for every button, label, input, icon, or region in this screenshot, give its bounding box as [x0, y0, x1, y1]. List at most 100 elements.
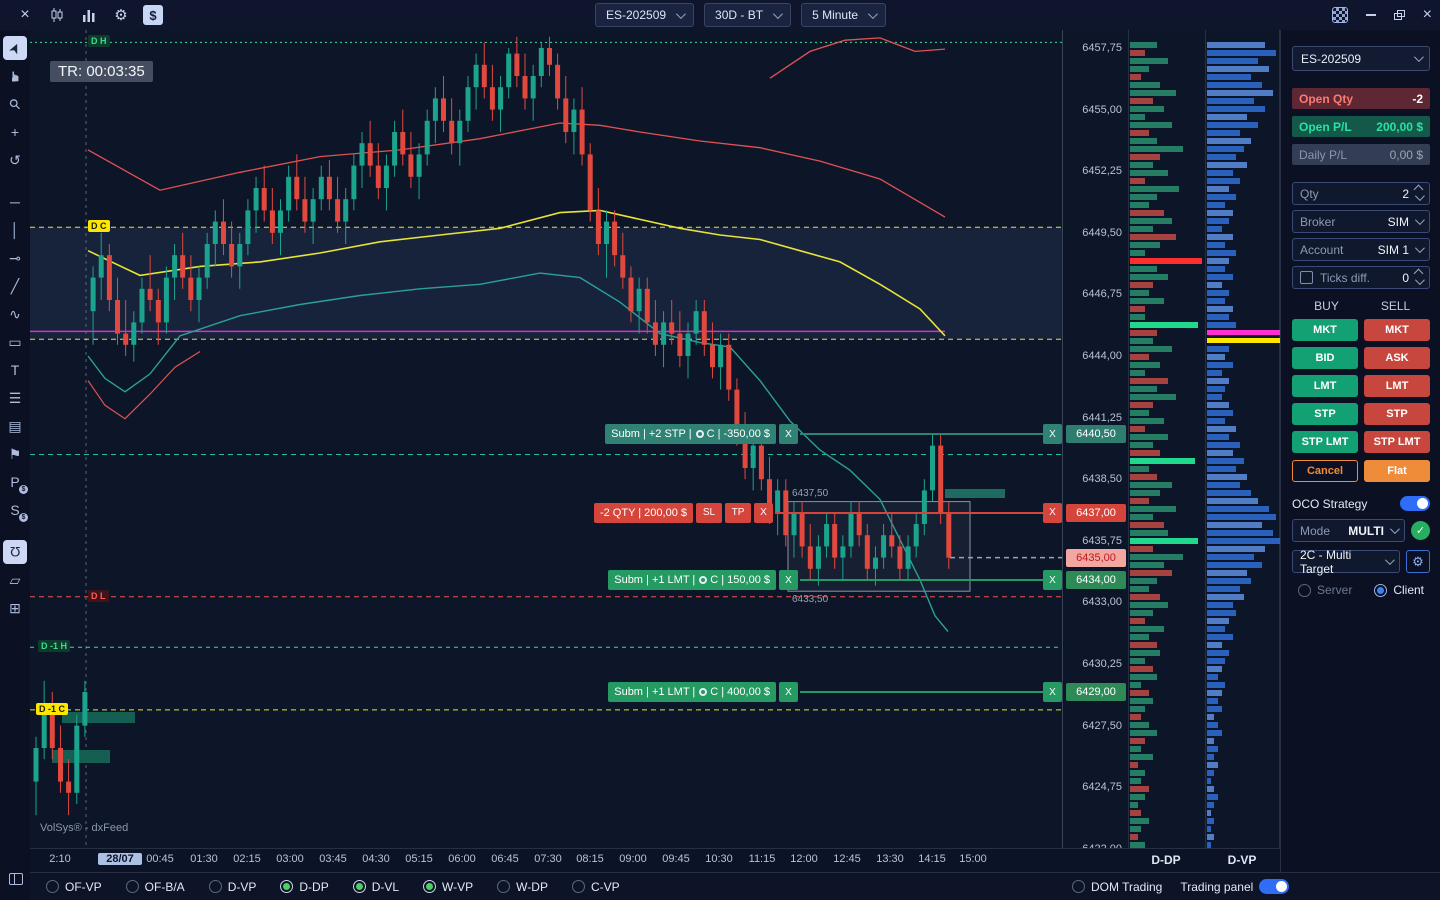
qty-field[interactable]: Qty 2 — [1292, 182, 1430, 205]
volume-bar — [1207, 202, 1226, 208]
zoom-icon[interactable]: ⚲ — [5, 94, 24, 113]
order-label[interactable]: Subm | +2 STP | C | -350,00 $ — [605, 424, 776, 445]
client-radio[interactable]: Client — [1374, 583, 1424, 597]
buy-lmt-button[interactable]: LMT — [1292, 375, 1358, 397]
restore-button[interactable] — [1393, 10, 1405, 20]
strategy-settings-gear-icon[interactable]: ⚙ — [1406, 550, 1430, 573]
layout-panels-icon[interactable] — [4, 867, 28, 891]
order-cancel-x-button[interactable]: X — [1043, 502, 1062, 523]
order-x-button[interactable]: X — [779, 682, 798, 702]
minimize-button[interactable] — [1365, 14, 1376, 16]
vertical-line-icon[interactable]: │ — [10, 222, 20, 238]
order-x-button[interactable]: X — [754, 502, 773, 523]
bar-chart-icon[interactable] — [76, 3, 102, 27]
mode-select[interactable]: Mode MULTI — [1292, 519, 1405, 542]
close-chart-icon[interactable]: × — [20, 6, 30, 23]
replay-icon[interactable]: ↺ — [9, 151, 21, 168]
broker-select[interactable]: Broker SIM — [1292, 210, 1430, 233]
volume-bar — [1207, 818, 1215, 824]
magnet-icon[interactable]: Ω — [3, 540, 27, 564]
sell-ask-button[interactable]: ASK — [1364, 347, 1430, 369]
dollar-trading-icon[interactable]: $ — [140, 3, 166, 27]
volume-bar — [1207, 418, 1226, 424]
rectangle-icon[interactable]: ▭ — [8, 333, 22, 350]
ray-icon[interactable]: ⊸ — [9, 249, 21, 266]
timeframe-dropdown[interactable]: 5 Minute — [801, 3, 887, 27]
ticks-diff-stepper[interactable] — [1413, 268, 1425, 286]
close-window-button[interactable]: × — [1422, 6, 1432, 23]
horizontal-line-icon[interactable]: ─ — [10, 194, 20, 210]
crosshair-icon[interactable]: + — [10, 124, 20, 140]
volume-bar — [1207, 778, 1211, 784]
oco-strategy-toggle[interactable] — [1400, 496, 1430, 511]
text-icon[interactable]: T — [10, 362, 20, 378]
sell-stp-lmt-button[interactable]: STP LMT — [1364, 431, 1430, 453]
qty-stepper[interactable] — [1413, 184, 1425, 202]
profile-radio-of-b-a[interactable]: OF-B/A — [125, 880, 185, 894]
sell-lmt-button[interactable]: LMT — [1364, 375, 1430, 397]
stats-money-icon[interactable]: S $ — [3, 498, 28, 522]
order-label[interactable]: Subm | +1 LMT | C | 150,00 $ — [608, 570, 776, 590]
profile-radio-w-vp[interactable]: W-VP — [423, 880, 473, 894]
ticks-diff-field[interactable]: Ticks diff. 0 — [1292, 266, 1430, 289]
volume-bar — [1207, 434, 1229, 440]
levels-icon[interactable]: ☰ — [8, 389, 22, 406]
candles-icon[interactable] — [44, 3, 70, 27]
volume-bar — [1207, 570, 1248, 576]
sell-mkt-button[interactable]: MKT — [1364, 319, 1430, 341]
add-drawing-icon[interactable]: ⊞ — [9, 599, 21, 616]
profile-radio-of-vp[interactable]: OF-VP — [46, 880, 102, 894]
range-dropdown[interactable]: 30D - BT — [704, 3, 792, 27]
panel-instrument-dropdown[interactable]: ES-202509 — [1292, 46, 1430, 71]
profile-radio-d-vp[interactable]: D-VP — [208, 880, 256, 894]
profile-radio-w-dp[interactable]: W-DP — [497, 880, 548, 894]
pan-hand-icon[interactable]: ☛ — [6, 69, 23, 83]
account-select[interactable]: Account SIM 1 — [1292, 238, 1430, 261]
price-axis[interactable]: 6457,75 6455,00 6452,25 6449,50 6446,75 6444,… — [1062, 30, 1128, 855]
polyline-icon[interactable]: ∿ — [9, 305, 21, 322]
order-label[interactable]: Subm | +1 LMT | C | 400,00 $ — [608, 682, 776, 702]
trading-panel-toggle-group: Trading panel — [1180, 879, 1290, 894]
eraser-icon[interactable]: ▱ — [9, 571, 21, 588]
profile-radio-d-dp[interactable]: D-DP — [280, 880, 329, 894]
order-tp-button[interactable]: TP — [725, 502, 751, 523]
delta-bar — [1130, 706, 1146, 712]
order-cancel-x-button[interactable]: X — [1043, 570, 1062, 590]
order-sl-button[interactable]: SL — [696, 502, 722, 523]
trading-panel-toggle[interactable] — [1259, 879, 1290, 894]
buy-mkt-button[interactable]: MKT — [1292, 319, 1358, 341]
volume-bar — [1207, 130, 1240, 136]
profile-icon[interactable]: ▤ — [8, 417, 22, 434]
sell-stp-button[interactable]: STP — [1364, 403, 1430, 425]
ticks-diff-checkbox[interactable] — [1300, 271, 1313, 284]
profile-radio-c-vp[interactable]: C-VP — [571, 880, 620, 894]
buy-stp-lmt-button[interactable]: STP LMT — [1292, 431, 1358, 453]
volume-bar — [1207, 362, 1233, 368]
server-radio[interactable]: Server — [1297, 583, 1352, 597]
delta-bar — [1130, 210, 1165, 216]
volume-bar — [1207, 506, 1270, 512]
delta-bar — [1130, 698, 1153, 704]
opacity-icon[interactable] — [1331, 7, 1348, 23]
instrument-dropdown[interactable]: ES-202509 — [595, 3, 695, 27]
time-axis[interactable]: D-DP D-VP 2:10 28/07 00:45 01:30 02:15 03:00 0… — [0, 848, 1280, 872]
buy-bid-button[interactable]: BID — [1292, 347, 1358, 369]
cancel-button[interactable]: Cancel — [1292, 460, 1358, 482]
cursor-icon[interactable]: ➤ — [3, 36, 27, 60]
order-cancel-x-button[interactable]: X — [1043, 424, 1062, 445]
flag-icon[interactable]: ⚑ — [8, 445, 22, 462]
buy-stp-button[interactable]: STP — [1292, 403, 1358, 425]
profile-radio-d-vl[interactable]: D-VL — [352, 880, 399, 894]
order-x-button[interactable]: X — [779, 424, 798, 445]
trend-line-icon[interactable]: ╱ — [10, 277, 20, 294]
order-x-button[interactable]: X — [779, 570, 798, 590]
order-cancel-x-button[interactable]: X — [1043, 682, 1062, 702]
time-label: 13:30 — [876, 853, 904, 865]
flat-button[interactable]: Flat — [1364, 460, 1430, 482]
position-money-icon[interactable]: P $ — [3, 470, 28, 494]
chart-canvas[interactable]: TR: 00:03:35 VolSys® - dxFeed D H D C D L D… — [30, 30, 1062, 848]
dom-trading-radio[interactable]: DOM Trading — [1072, 880, 1162, 894]
settings-gear-icon[interactable]: ⚙ — [114, 7, 128, 24]
strategy-select[interactable]: 2C - Multi Target — [1292, 548, 1400, 576]
order-label[interactable]: -2 QTY | 200,00 $ — [593, 502, 693, 523]
